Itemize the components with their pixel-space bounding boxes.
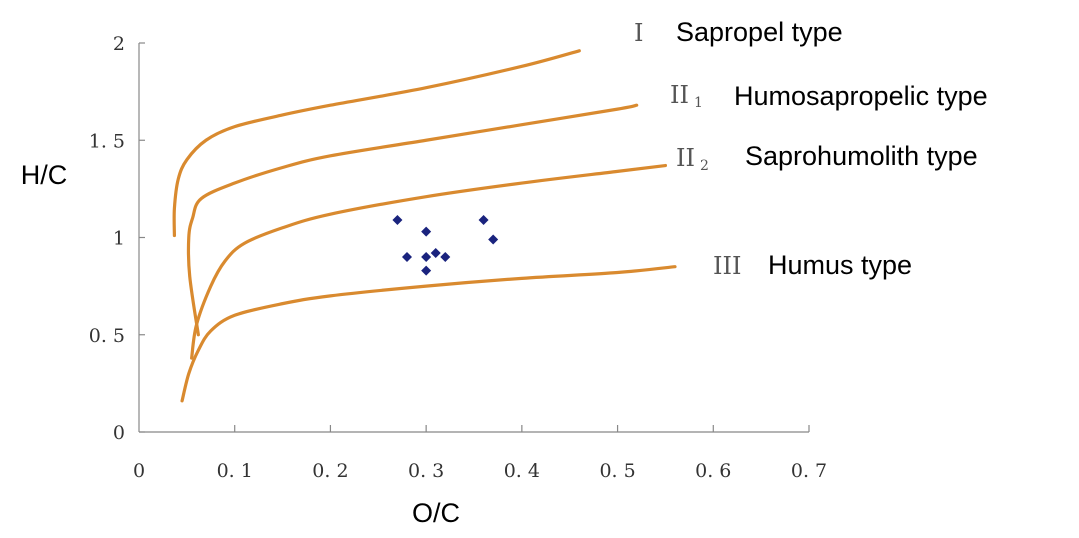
y-tick-label: 0. 5 [89,325,125,347]
data-point [392,214,403,225]
boundary-curve-type-ii2 [190,163,668,360]
y-axis-ticks: 0 0. 5 1 1. 5 2 [89,33,145,444]
x-tick-label: 0. 1 [217,460,253,482]
boundary-curves [172,49,677,403]
y-tick-label: 1 [113,228,125,250]
x-tick-label: 0. 5 [599,460,635,482]
y-tick-label: 0 [113,422,125,444]
roman-subscript-type-ii1: 1 [694,95,703,111]
data-point [478,214,489,225]
boundary-curve-type-iii [180,265,677,403]
y-tick-label: 2 [113,33,125,55]
data-point [440,251,451,262]
x-axis-title: O/C [412,498,460,528]
type-label-type-ii2: Saprohumolith type [745,141,978,171]
data-point [430,248,441,259]
x-tick-label: 0. 2 [312,460,348,482]
data-point [421,251,432,262]
boundary-curve-type-i [172,49,581,238]
x-tick-label: 0 [133,460,145,482]
roman-numeral-type-i: I [634,19,643,47]
y-axis-title: H/C [21,160,68,190]
roman-numeral-type-ii2: II [676,144,695,172]
type-labels: I Sapropel type II 1 Humosapropelic type II 2 S… [634,17,988,280]
data-point [488,234,499,245]
data-point [402,251,412,262]
data-point [421,265,432,276]
roman-subscript-type-ii2: 2 [700,158,709,174]
x-tick-label: 0. 4 [504,460,540,482]
x-tick-label: 0. 3 [408,460,444,482]
type-label-type-ii1: Humosapropelic type [734,81,988,111]
x-axis-ticks: 0 0. 1 0. 2 0. 3 0. 4 0. 5 0. 6 0. 7 [133,425,827,482]
roman-numeral-type-ii1: II [670,81,689,109]
x-tick-label: 0. 7 [791,460,827,482]
y-tick-label: 1. 5 [89,130,125,152]
roman-numeral-type-iii: III [713,252,741,280]
data-point [421,226,432,237]
type-label-type-iii: Humus type [768,250,912,280]
type-label-type-i: Sapropel type [676,17,843,47]
x-tick-label: 0. 6 [695,460,731,482]
scatter-points [392,214,499,276]
boundary-curve-type-ii1 [186,103,639,337]
